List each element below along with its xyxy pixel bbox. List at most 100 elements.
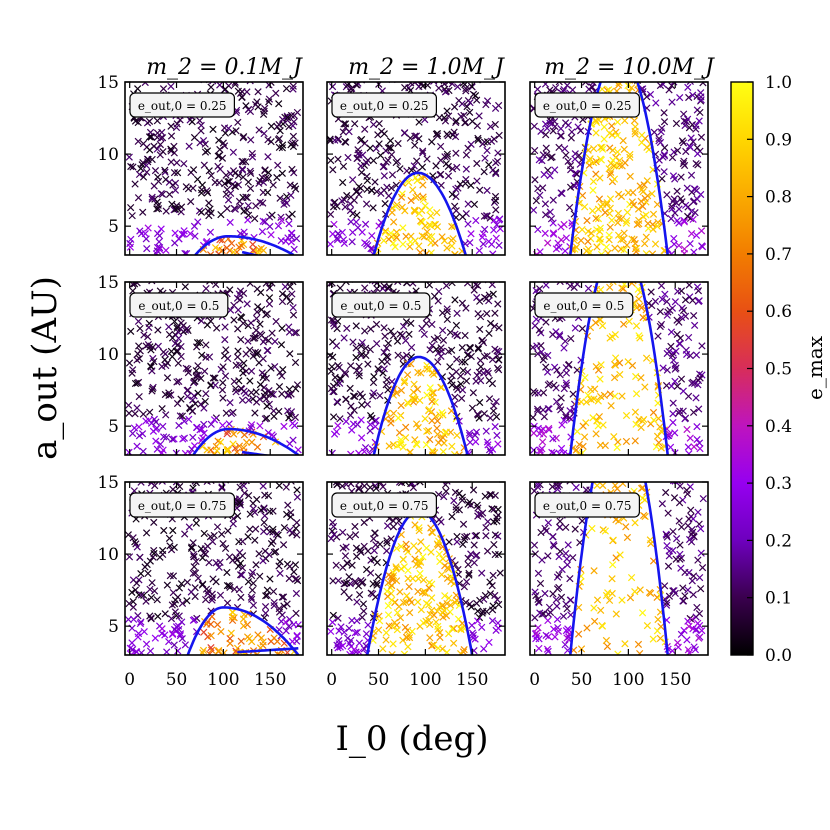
scatter-point	[205, 167, 213, 175]
scatter-point	[140, 331, 148, 339]
scatter-point	[610, 432, 618, 441]
scatter-point	[240, 489, 249, 497]
scatter-point	[220, 649, 228, 655]
scatter-point	[170, 543, 178, 552]
scatter-point	[234, 347, 242, 355]
scatter-point	[156, 140, 164, 149]
panel-frame	[124, 81, 304, 256]
scatter-point	[680, 626, 688, 635]
scatter-point	[177, 342, 185, 351]
scatter-point	[594, 366, 603, 374]
scatter-point	[375, 119, 383, 128]
scatter-point	[635, 332, 643, 340]
scatter-point	[356, 390, 364, 398]
scatter-point	[150, 546, 158, 555]
scatter-point	[440, 493, 448, 501]
scatter-point	[478, 569, 486, 577]
scatter-point	[411, 521, 419, 529]
scatter-point	[186, 404, 194, 412]
scatter-point	[283, 292, 291, 301]
scatter-point	[382, 636, 390, 644]
scatter-point	[213, 447, 221, 455]
scatter-point	[234, 87, 242, 95]
scatter-point	[146, 557, 154, 565]
scatter-point	[444, 82, 453, 86]
scatter-point	[553, 602, 561, 610]
scatter-point	[343, 579, 351, 587]
scatter-point	[478, 336, 487, 345]
scatter-point	[129, 534, 137, 542]
scatter-point	[491, 491, 499, 500]
scatter-point	[225, 582, 233, 590]
scatter-point	[381, 227, 390, 235]
scatter-point	[381, 332, 389, 340]
scatter-point	[673, 187, 681, 195]
scatter-point	[488, 581, 496, 590]
scatter-point	[632, 372, 640, 381]
scatter-point	[134, 85, 142, 93]
scatter-point	[388, 208, 396, 217]
scatter-point	[473, 177, 481, 185]
scatter-points	[125, 82, 302, 255]
scatter-point	[452, 149, 460, 157]
scatter-point	[348, 561, 356, 569]
scatter-point	[459, 520, 468, 528]
scatter-point	[453, 431, 461, 439]
scatter-point	[557, 125, 565, 133]
scatter-point	[328, 83, 337, 91]
scatter-point	[491, 423, 499, 431]
scatter-point	[265, 294, 274, 302]
scatter-point	[138, 430, 147, 438]
scatter-point	[240, 207, 248, 215]
scatter-point	[227, 409, 236, 418]
scatter-point	[697, 133, 706, 141]
scatter-point	[327, 534, 335, 543]
scatter-point	[252, 326, 260, 334]
scatter-point	[595, 195, 604, 203]
scatter-point	[654, 332, 662, 340]
scatter-point	[571, 525, 579, 533]
scatter-point	[620, 320, 628, 328]
scatter-point	[620, 246, 628, 254]
scatter-point	[406, 134, 414, 142]
scatter-point	[225, 177, 234, 186]
scatter-point	[463, 368, 472, 376]
scatter-point	[362, 351, 370, 360]
scatter-point	[492, 413, 501, 421]
scatter-point	[292, 589, 301, 598]
scatter-point	[622, 437, 631, 446]
scatter-point	[468, 621, 476, 629]
scatter-point	[410, 162, 418, 170]
scatter-point	[289, 142, 298, 151]
scatter-point	[580, 433, 589, 441]
scatter-point	[136, 553, 144, 561]
scatter-point	[226, 398, 234, 407]
scatter-point	[263, 586, 271, 594]
scatter-point	[361, 125, 369, 133]
scatter-point	[150, 182, 158, 190]
scatter-point	[605, 231, 613, 239]
scatter-point	[530, 446, 538, 454]
x-tick-label: 0	[529, 670, 540, 690]
scatter-point	[211, 244, 220, 252]
scatter-point	[435, 84, 443, 92]
scatter-point	[341, 203, 349, 211]
scatter-point	[366, 450, 374, 455]
scatter-point	[154, 612, 162, 620]
scatter-point	[419, 195, 428, 204]
scatter-point	[531, 588, 539, 596]
scatter-point	[127, 203, 135, 212]
scatter-point	[244, 578, 253, 586]
scatter-point	[441, 592, 449, 600]
scatter-point	[338, 228, 346, 237]
scatter-point	[534, 569, 543, 578]
scatter-point	[148, 385, 157, 393]
scatter-point	[128, 639, 136, 647]
scatter-point	[402, 336, 410, 345]
scatter-point	[541, 120, 550, 128]
scatter-point	[639, 313, 647, 322]
scatter-point	[133, 282, 141, 287]
scatter-point	[217, 210, 225, 219]
scatter-point	[544, 647, 552, 655]
scatter-point	[265, 98, 273, 106]
